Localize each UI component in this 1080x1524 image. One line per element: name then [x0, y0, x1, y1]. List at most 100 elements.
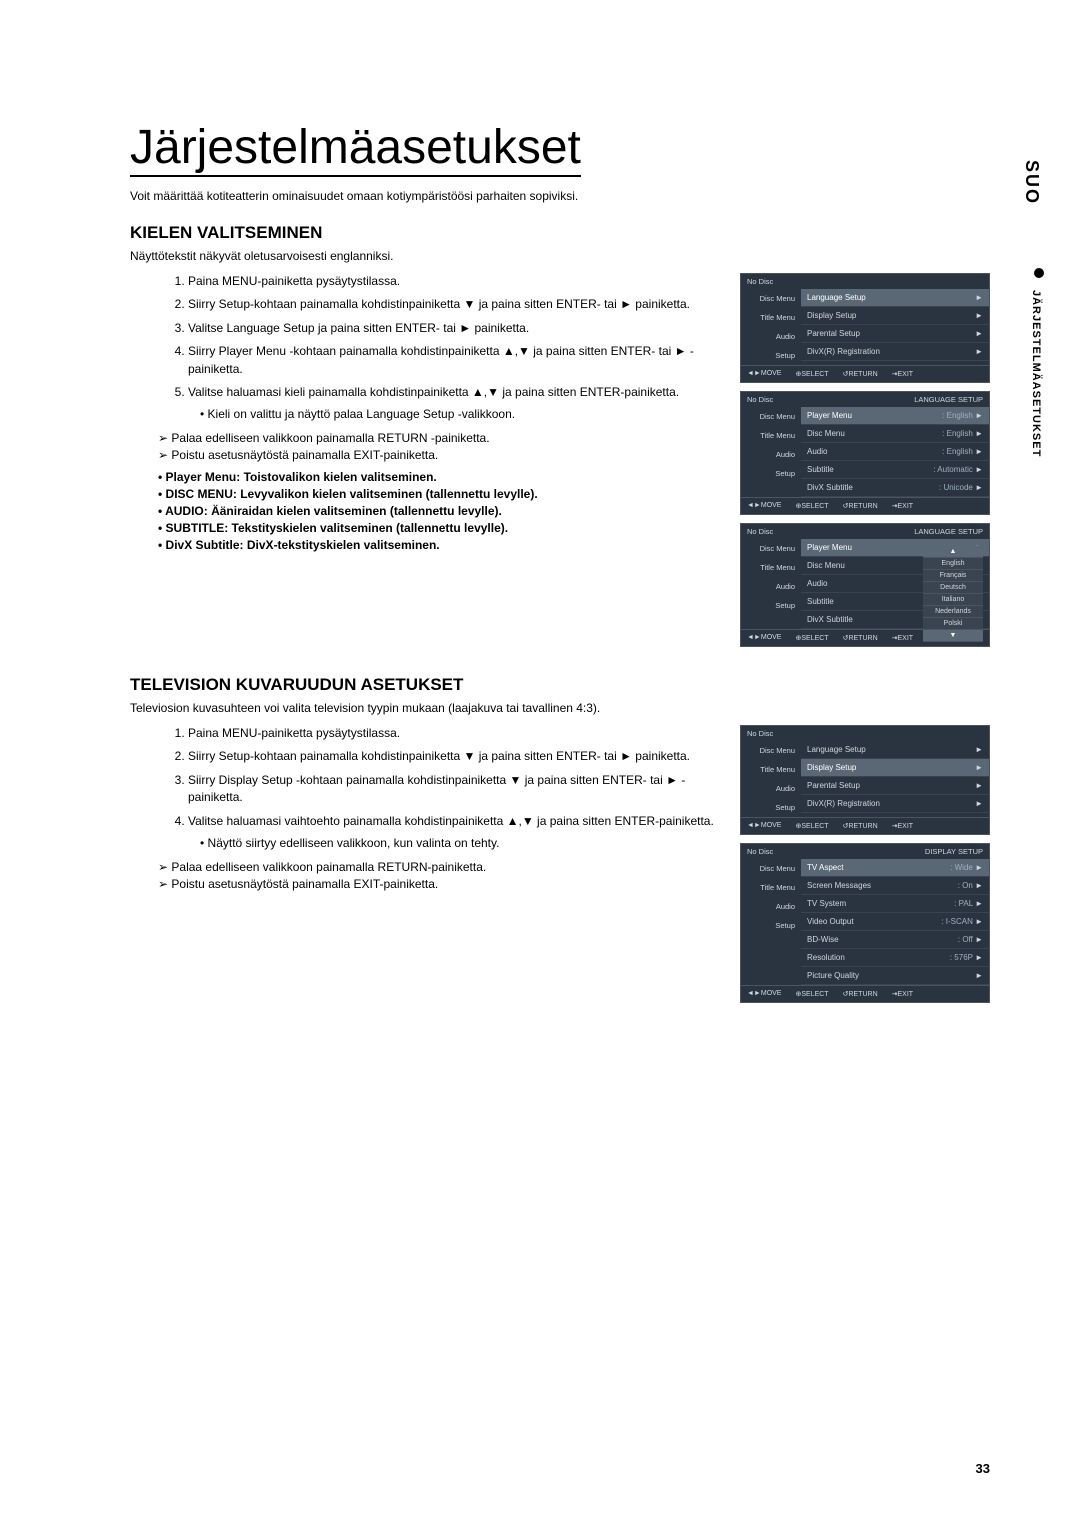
osd-side-label: Audio	[741, 327, 801, 346]
list-item: Valitse haluamasi vaihtoehto painamalla …	[188, 813, 722, 830]
side-bullet-icon	[1034, 268, 1044, 278]
osd-lang-option: ▼	[923, 630, 983, 642]
osd-lang-option: Deutsch	[923, 582, 983, 594]
osd-footer-item: ↺RETURN	[843, 634, 878, 642]
osd-footer-item: ⊕SELECT	[795, 502, 828, 510]
list-item: Siirry Player Menu -kohtaan painamalla k…	[188, 343, 722, 378]
osd-side-label: Audio	[741, 897, 801, 916]
section2-text: Paina MENU-painiketta pysäytystilassa. S…	[130, 725, 722, 1003]
osd-lang-option: Français	[923, 570, 983, 582]
osd-row: Parental Setup►	[801, 777, 989, 795]
osd-footer-item: ↺RETURN	[843, 822, 878, 830]
section1-subbullet: • Kieli on valittu ja näyttö palaa Langu…	[200, 407, 722, 421]
osd-panel-setup: No Disc Disc Menu Title Menu Audio Setup…	[740, 273, 990, 383]
section2-row: Paina MENU-painiketta pysäytystilassa. S…	[130, 725, 990, 1003]
osd-row: Resolution: 576P ►	[801, 949, 989, 967]
osd-row: Player Menu: English ►	[801, 407, 989, 425]
osd-side-label: Audio	[741, 779, 801, 798]
osd-footer-item: ↺RETURN	[843, 370, 878, 378]
osd-side-label: Disc Menu	[741, 539, 801, 558]
osd-nodisc: No Disc	[747, 729, 773, 738]
osd-row: Language Setup►	[801, 741, 989, 759]
section1-row: Paina MENU-painiketta pysäytystilassa. S…	[130, 273, 990, 647]
osd-footer-item: ⊕SELECT	[795, 370, 828, 378]
osd-header-right: DISPLAY SETUP	[925, 847, 983, 856]
osd-footer-item: ◄►MOVE	[747, 822, 781, 830]
osd-row: Screen Messages: On ►	[801, 877, 989, 895]
osd-footer-item: ⇥EXIT	[892, 634, 913, 642]
list-item: Paina MENU-painiketta pysäytystilassa.	[188, 273, 722, 290]
section1-menus: No Disc Disc Menu Title Menu Audio Setup…	[740, 273, 990, 647]
osd-footer-item: ◄►MOVE	[747, 502, 781, 510]
osd-side-label: Disc Menu	[741, 741, 801, 760]
section1-title: KIELEN VALITSEMINEN	[130, 223, 990, 243]
section1-features: Player Menu: Toistovalikon kielen valits…	[158, 470, 722, 552]
osd-row: Subtitle: Automatic ►	[801, 461, 989, 479]
osd-footer-item: ◄►MOVE	[747, 370, 781, 378]
osd-lang-option: Nederlands	[923, 606, 983, 618]
section2-subtitle: Televiosion kuvasuhteen voi valita telev…	[130, 701, 990, 715]
list-item: Paina MENU-painiketta pysäytystilassa.	[188, 725, 722, 742]
osd-footer-item: ◄►MOVE	[747, 990, 781, 998]
list-item: SUBTITLE: Tekstityskielen valitseminen (…	[158, 521, 722, 535]
osd-side-label: Audio	[741, 577, 801, 596]
list-item: Player Menu: Toistovalikon kielen valits…	[158, 470, 722, 484]
osd-row: TV System: PAL ►	[801, 895, 989, 913]
osd-side-label: Setup	[741, 596, 801, 615]
osd-footer-item: ⇥EXIT	[892, 822, 913, 830]
osd-row: Language Setup►	[801, 289, 989, 307]
osd-row: Video Output: I-SCAN ►	[801, 913, 989, 931]
osd-footer-item: ⊕SELECT	[795, 990, 828, 998]
section1-steps: Paina MENU-painiketta pysäytystilassa. S…	[188, 273, 722, 401]
vertical-label-suo: SUO	[1021, 160, 1042, 205]
osd-footer-item: ⇥EXIT	[892, 990, 913, 998]
osd-footer-item: ⇥EXIT	[892, 502, 913, 510]
osd-row: Disc Menu: English ►	[801, 425, 989, 443]
osd-row: DivX(R) Registration►	[801, 343, 989, 361]
list-item: DISC MENU: Levyvalikon kielen valitsemin…	[158, 487, 722, 501]
osd-row: DivX Subtitle: Unicode ►	[801, 479, 989, 497]
section1-caret2: Poistu asetusnäytöstä painamalla EXIT-pa…	[158, 448, 722, 462]
section1-text: Paina MENU-painiketta pysäytystilassa. S…	[130, 273, 722, 647]
osd-lang-dropdown: ▲EnglishFrançaisDeutschItalianoNederland…	[923, 546, 983, 642]
osd-header-right: LANGUAGE SETUP	[914, 527, 983, 536]
osd-panel-langsetup: No DiscLANGUAGE SETUP Disc Menu Title Me…	[740, 391, 990, 515]
list-item: AUDIO: Ääniraidan kielen valitseminen (t…	[158, 504, 722, 518]
osd-row: Display Setup►	[801, 759, 989, 777]
osd-side-label: Setup	[741, 464, 801, 483]
osd-side-label: Setup	[741, 798, 801, 817]
page-number: 33	[976, 1461, 990, 1476]
osd-nodisc: No Disc	[747, 277, 773, 286]
osd-panel-dispsetup: No DiscDISPLAY SETUP Disc Menu Title Men…	[740, 843, 990, 1003]
osd-row: BD-Wise: Off ►	[801, 931, 989, 949]
osd-lang-option: Polski	[923, 618, 983, 630]
section2-caret2: Poistu asetusnäytöstä painamalla EXIT-pa…	[158, 877, 722, 891]
osd-footer-item: ◄►MOVE	[747, 634, 781, 642]
osd-nodisc: No Disc	[747, 527, 773, 536]
list-item: Valitse haluamasi kieli painamalla kohdi…	[188, 384, 722, 401]
osd-panel-langlist: No Disc LANGUAGE SETUP Disc Menu Title Me…	[740, 523, 990, 647]
list-item: Siirry Display Setup -kohtaan painamalla…	[188, 772, 722, 807]
osd-row: Audio: English ►	[801, 443, 989, 461]
osd-panel-setup2: No Disc Disc Menu Title Menu Audio Setup…	[740, 725, 990, 835]
osd-footer-item: ⊕SELECT	[795, 822, 828, 830]
osd-side-label: Setup	[741, 916, 801, 935]
osd-side-label: Title Menu	[741, 308, 801, 327]
osd-row: Picture Quality ►	[801, 967, 989, 985]
list-item: Siirry Setup-kohtaan painamalla kohdisti…	[188, 748, 722, 765]
section1-caret1: Palaa edelliseen valikkoon painamalla RE…	[158, 431, 722, 445]
osd-side: Disc Menu Title Menu Audio Setup	[741, 289, 801, 365]
osd-side-label: Title Menu	[741, 558, 801, 577]
osd-row: Parental Setup►	[801, 325, 989, 343]
osd-row: DivX(R) Registration►	[801, 795, 989, 813]
osd-nodisc: No Disc	[747, 847, 773, 856]
osd-lang-option: ▲	[923, 546, 983, 558]
osd-side-label: Setup	[741, 346, 801, 365]
osd-side-label: Title Menu	[741, 760, 801, 779]
osd-row: TV Aspect: Wide ►	[801, 859, 989, 877]
osd-side-label: Disc Menu	[741, 289, 801, 308]
osd-lang-option: English	[923, 558, 983, 570]
osd-footer-item: ↺RETURN	[843, 990, 878, 998]
osd-side-label: Audio	[741, 445, 801, 464]
osd-footer-item: ↺RETURN	[843, 502, 878, 510]
